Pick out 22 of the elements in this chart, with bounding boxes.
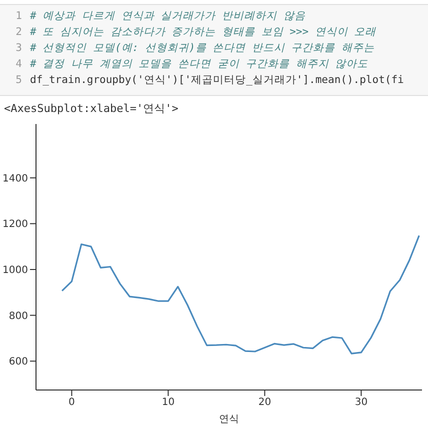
y-tick-label: 800 — [8, 310, 28, 322]
x-tick-label: 20 — [258, 397, 272, 408]
text: 1 — [14, 10, 23, 22]
y-tick-label: 1400 — [2, 173, 28, 184]
text: df_train.groupby('연식')['제곱미터당_실거래가'].mean().plot(fi — [30, 73, 404, 87]
text: 3 — [14, 42, 23, 54]
y-tick-label: 1000 — [2, 265, 28, 276]
y-tick-label: 1200 — [2, 219, 28, 230]
x-axis-title: 연식 — [219, 414, 239, 425]
line-series — [61, 234, 420, 354]
text: # 선형적인 모델(예: 선형회귀)를 쓴다면 반드시 구간화를 해주는 — [30, 41, 375, 55]
text: # 결정 나무 계열의 모델을 쓴다면 굳이 구간화를 해주지 않아도 — [30, 57, 368, 71]
text: # 또 심지어는 감소하다가 증가하는 형태를 보임 >>> 연식이 오래 — [30, 25, 376, 39]
text: <AxesSubplot:xlabel='연식'> — [3, 101, 180, 116]
x-tick-label: 0 — [68, 397, 75, 408]
text: # 예상과 다르게 연식과 실거래가가 반비례하지 않음 — [30, 9, 306, 23]
text: 5 — [14, 74, 23, 86]
text: 4 — [14, 58, 23, 70]
y-tick-label: 600 — [8, 356, 28, 368]
text: 2 — [14, 26, 23, 38]
x-tick-label: 30 — [354, 397, 368, 408]
x-tick-label: 10 — [162, 397, 175, 408]
